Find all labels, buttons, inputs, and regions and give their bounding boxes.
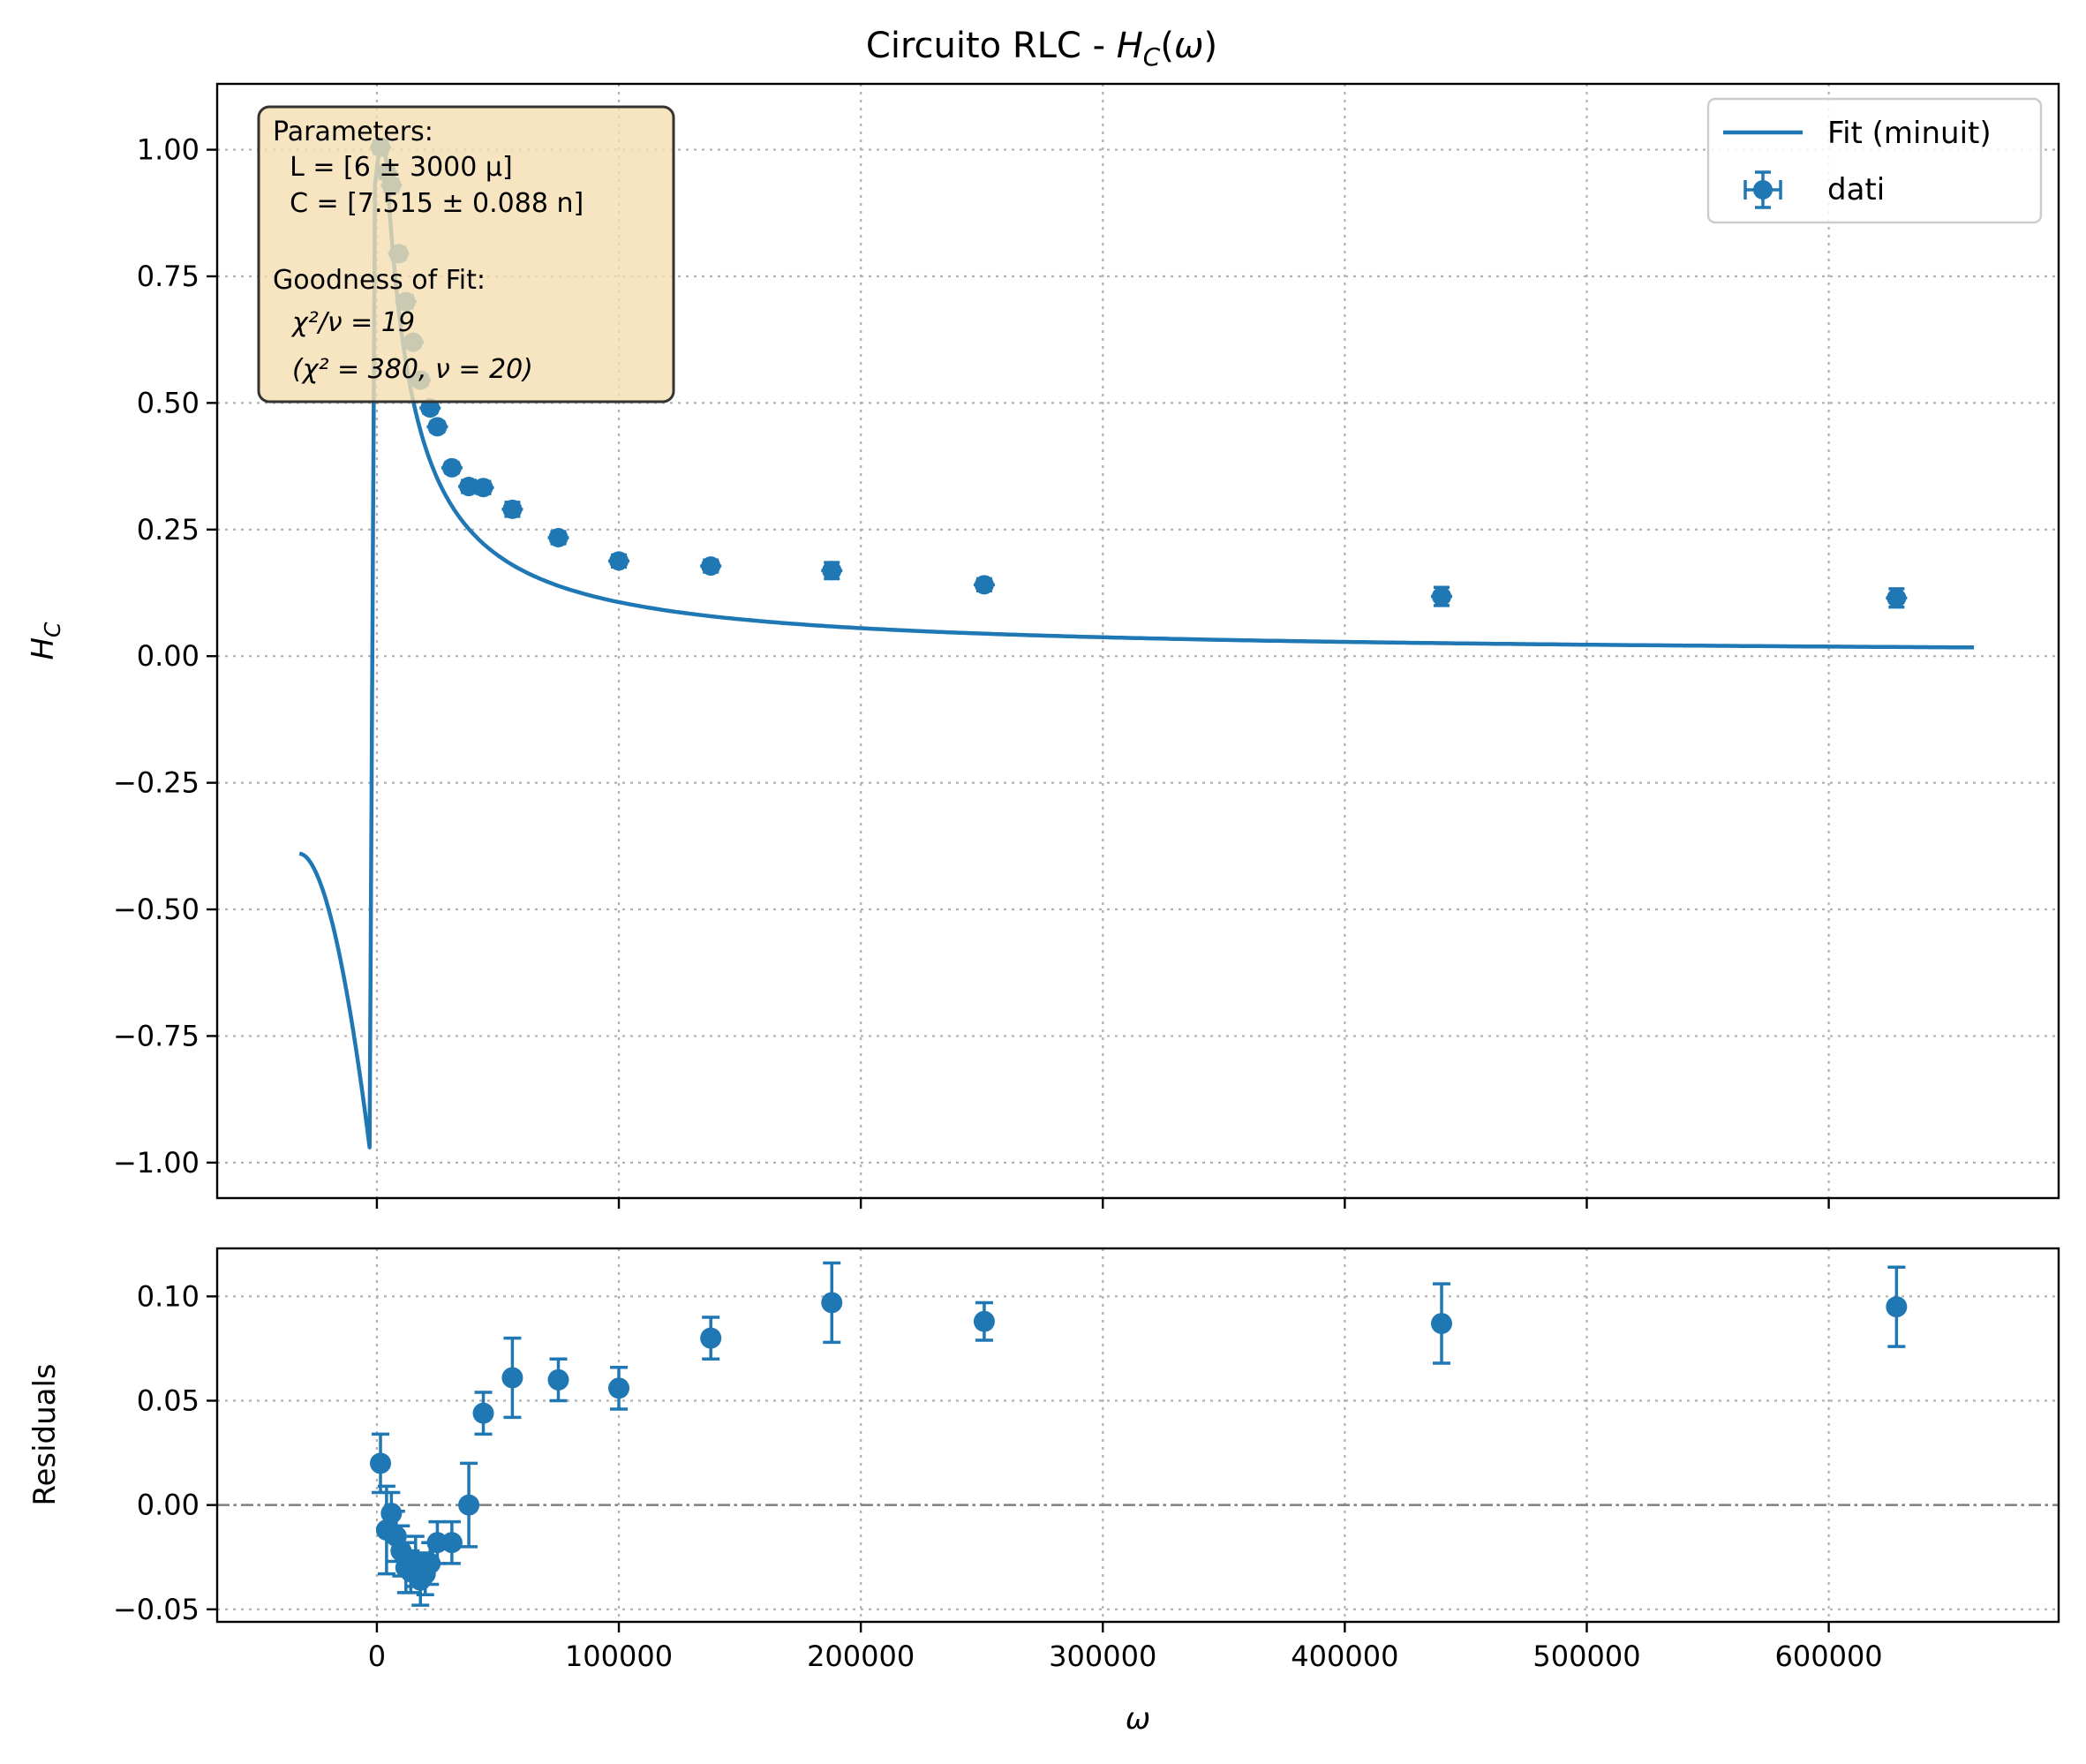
x-tick-label: 600000 (1775, 1640, 1883, 1673)
data-point (441, 457, 463, 478)
residuals-ticks: 0 100000 200000 300000 400000 500000 600000 −0.… (113, 1279, 1883, 1673)
box-line-L: L = [6 ± 3000 µ] (273, 152, 513, 183)
chart-title: Circuito RLC - HC(ω) (866, 26, 1217, 72)
fit-parameters-box-background (257, 105, 675, 403)
main-y-tick-label: −1.00 (113, 1146, 200, 1180)
legend-data-label: dati (1827, 172, 1885, 207)
residual-point (1886, 1265, 1908, 1348)
residual-point (700, 1315, 722, 1361)
residuals-y-tick-label: 0.00 (137, 1489, 200, 1522)
data-point (700, 556, 722, 577)
residual-point (458, 1461, 480, 1549)
legend-data-swatch (1743, 170, 1782, 209)
residual-point (973, 1300, 995, 1342)
data-point (608, 551, 630, 571)
fit-curve-line (297, 142, 1975, 1150)
fit-curve-group (297, 142, 1975, 1150)
data-point (547, 527, 569, 547)
data-point (973, 575, 995, 595)
main-plot-panel: −1.00 −0.75 −0.50 −0.25 0.00 0.25 0.50 0.75 1.00… (26, 82, 2060, 1209)
x-tick-label: 200000 (807, 1640, 915, 1673)
residual-point (441, 1519, 463, 1565)
residual-point (547, 1357, 569, 1403)
data-point (472, 478, 494, 498)
residuals-plot-frame (215, 1247, 2060, 1624)
main-plot-frame (215, 82, 2060, 1200)
x-tick-label: 100000 (565, 1640, 673, 1673)
main-y-tick-label: −0.25 (113, 766, 200, 800)
x-tick-label: 300000 (1049, 1640, 1156, 1673)
main-y-tick-label: 0.50 (137, 386, 200, 419)
data-point (501, 499, 523, 519)
box-line-parameters: Parameters: (273, 117, 433, 147)
main-y-tick-label: 0.00 (137, 639, 200, 673)
residual-point (1431, 1282, 1453, 1365)
legend-background (1706, 97, 2043, 224)
box-line-goodness: Goodness of Fit: (273, 265, 486, 296)
residuals-plot-panel: 0 100000 200000 300000 400000 500000 600000 −0.… (27, 1247, 2060, 1737)
data-point (1431, 585, 1453, 607)
main-y-tick-label: −0.75 (113, 1019, 200, 1052)
x-tick-label: 400000 (1291, 1640, 1398, 1673)
x-tick-label: 500000 (1532, 1640, 1640, 1673)
residual-point (501, 1336, 523, 1420)
residuals-y-tick-label: 0.10 (137, 1279, 200, 1313)
box-line-chi-total: (χ² = 380, ν = 20) (292, 354, 533, 385)
residual-point (821, 1261, 843, 1345)
legend-fit-label: Fit (minuit) (1827, 116, 1992, 151)
residual-points-group (370, 1261, 1908, 1607)
x-axis-label: ω (1126, 1701, 1150, 1737)
main-y-tick-label: 0.75 (137, 260, 200, 293)
main-y-tick-label: −0.50 (113, 893, 200, 926)
data-point (821, 561, 843, 581)
residuals-y-axis-label: Residuals (27, 1363, 63, 1505)
residuals-y-tick-label: 0.05 (137, 1384, 200, 1418)
fit-parameters-box: Parameters: L = [6 ± 3000 µ] C = [7.515 … (257, 105, 675, 403)
residual-point (608, 1365, 630, 1411)
main-y-axis-label: HC (26, 622, 65, 660)
box-line-chi-nu: χ²/ν = 19 (290, 307, 415, 338)
residual-point (370, 1432, 392, 1495)
residuals-grid (217, 1248, 2059, 1622)
legend: Fit (minuit) dati (1706, 97, 2043, 224)
x-tick-label: 0 (368, 1640, 386, 1673)
data-point (426, 417, 448, 437)
main-y-tick-label: 1.00 (137, 133, 200, 167)
main-ticks: −1.00 −0.75 −0.50 −0.25 0.00 0.25 0.50 0.75 1.00 (113, 133, 1830, 1209)
main-y-tick-label: 0.25 (137, 513, 200, 547)
residual-point (472, 1391, 494, 1436)
data-point (1886, 587, 1908, 609)
box-line-C: C = [7.515 ± 0.088 n] (273, 188, 584, 219)
data-point (458, 477, 480, 497)
residuals-y-tick-label: −0.05 (113, 1593, 200, 1626)
